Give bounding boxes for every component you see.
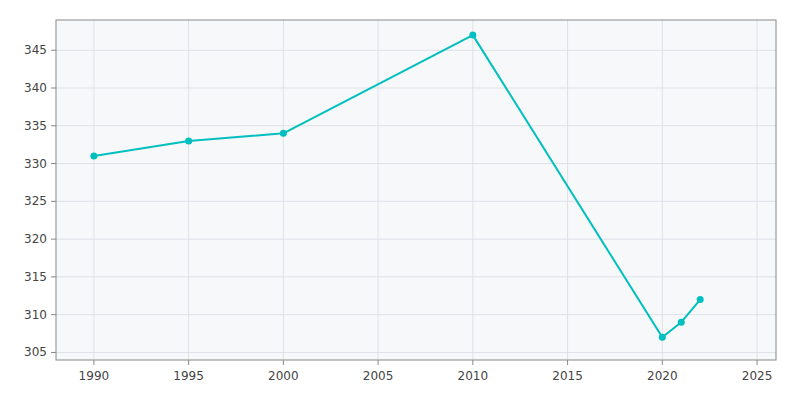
y-grid-line (56, 276, 776, 277)
x-tick (93, 360, 94, 365)
x-grid-line (93, 20, 94, 360)
x-tick (662, 360, 663, 365)
x-grid-line (472, 20, 473, 360)
chart-container: 1990 1995 2000 2005 2010 2015 2020 2025 305 310 31… (0, 0, 800, 400)
y-grid-line (56, 239, 776, 240)
x-tick (378, 360, 379, 365)
y-tick-label: 325 (24, 194, 47, 208)
y-tick-label: 320 (24, 232, 47, 246)
x-tick (567, 360, 568, 365)
y-tick (51, 125, 56, 126)
y-grid-line (56, 88, 776, 89)
x-tick-label: 2020 (647, 369, 678, 383)
x-tick-label: 2015 (552, 369, 583, 383)
y-tick-label: 335 (24, 119, 47, 133)
y-tick (51, 239, 56, 240)
point-marker (678, 319, 685, 326)
y-tick-label: 345 (24, 43, 47, 57)
y-grid-line (56, 163, 776, 164)
point-marker (469, 32, 476, 39)
y-grid-line (56, 352, 776, 353)
y-grid-line (56, 201, 776, 202)
series-line (94, 35, 700, 337)
x-tick (188, 360, 189, 365)
y-tick-label: 330 (24, 157, 47, 171)
point-marker (697, 296, 704, 303)
x-grid-line (283, 20, 284, 360)
y-tick-label: 305 (24, 345, 47, 359)
x-grid-line (188, 20, 189, 360)
x-tick (283, 360, 284, 365)
x-grid-line (662, 20, 663, 360)
y-tick (51, 201, 56, 202)
axes: 1990 1995 2000 2005 2010 2015 2020 2025 305 310 31… (24, 20, 776, 383)
series (90, 32, 703, 341)
y-tick (51, 88, 56, 89)
x-tick (472, 360, 473, 365)
chart-svg: 1990 1995 2000 2005 2010 2015 2020 2025 305 310 31… (0, 0, 800, 400)
x-tick-label: 1990 (79, 369, 110, 383)
y-tick (51, 163, 56, 164)
x-tick-label: 2025 (742, 369, 773, 383)
plot-frame (56, 20, 776, 360)
x-tick-label: 2005 (363, 369, 394, 383)
y-tick (51, 314, 56, 315)
y-tick (51, 50, 56, 51)
y-tick (51, 352, 56, 353)
grid (56, 20, 776, 360)
point-marker (280, 130, 287, 137)
point-marker (659, 334, 666, 341)
y-tick-label: 310 (24, 308, 47, 322)
x-grid-line (567, 20, 568, 360)
point-marker (90, 153, 97, 160)
x-grid-line (378, 20, 379, 360)
x-tick-label: 2010 (458, 369, 489, 383)
y-grid-line (56, 125, 776, 126)
y-grid-line (56, 50, 776, 51)
y-grid-line (56, 314, 776, 315)
plot-background (56, 20, 776, 360)
y-tick (51, 276, 56, 277)
y-tick-label: 315 (24, 270, 47, 284)
x-tick (757, 360, 758, 365)
x-grid-line (757, 20, 758, 360)
point-marker (185, 137, 192, 144)
x-tick-label: 1995 (173, 369, 204, 383)
x-tick-label: 2000 (268, 369, 299, 383)
y-tick-label: 340 (24, 81, 47, 95)
